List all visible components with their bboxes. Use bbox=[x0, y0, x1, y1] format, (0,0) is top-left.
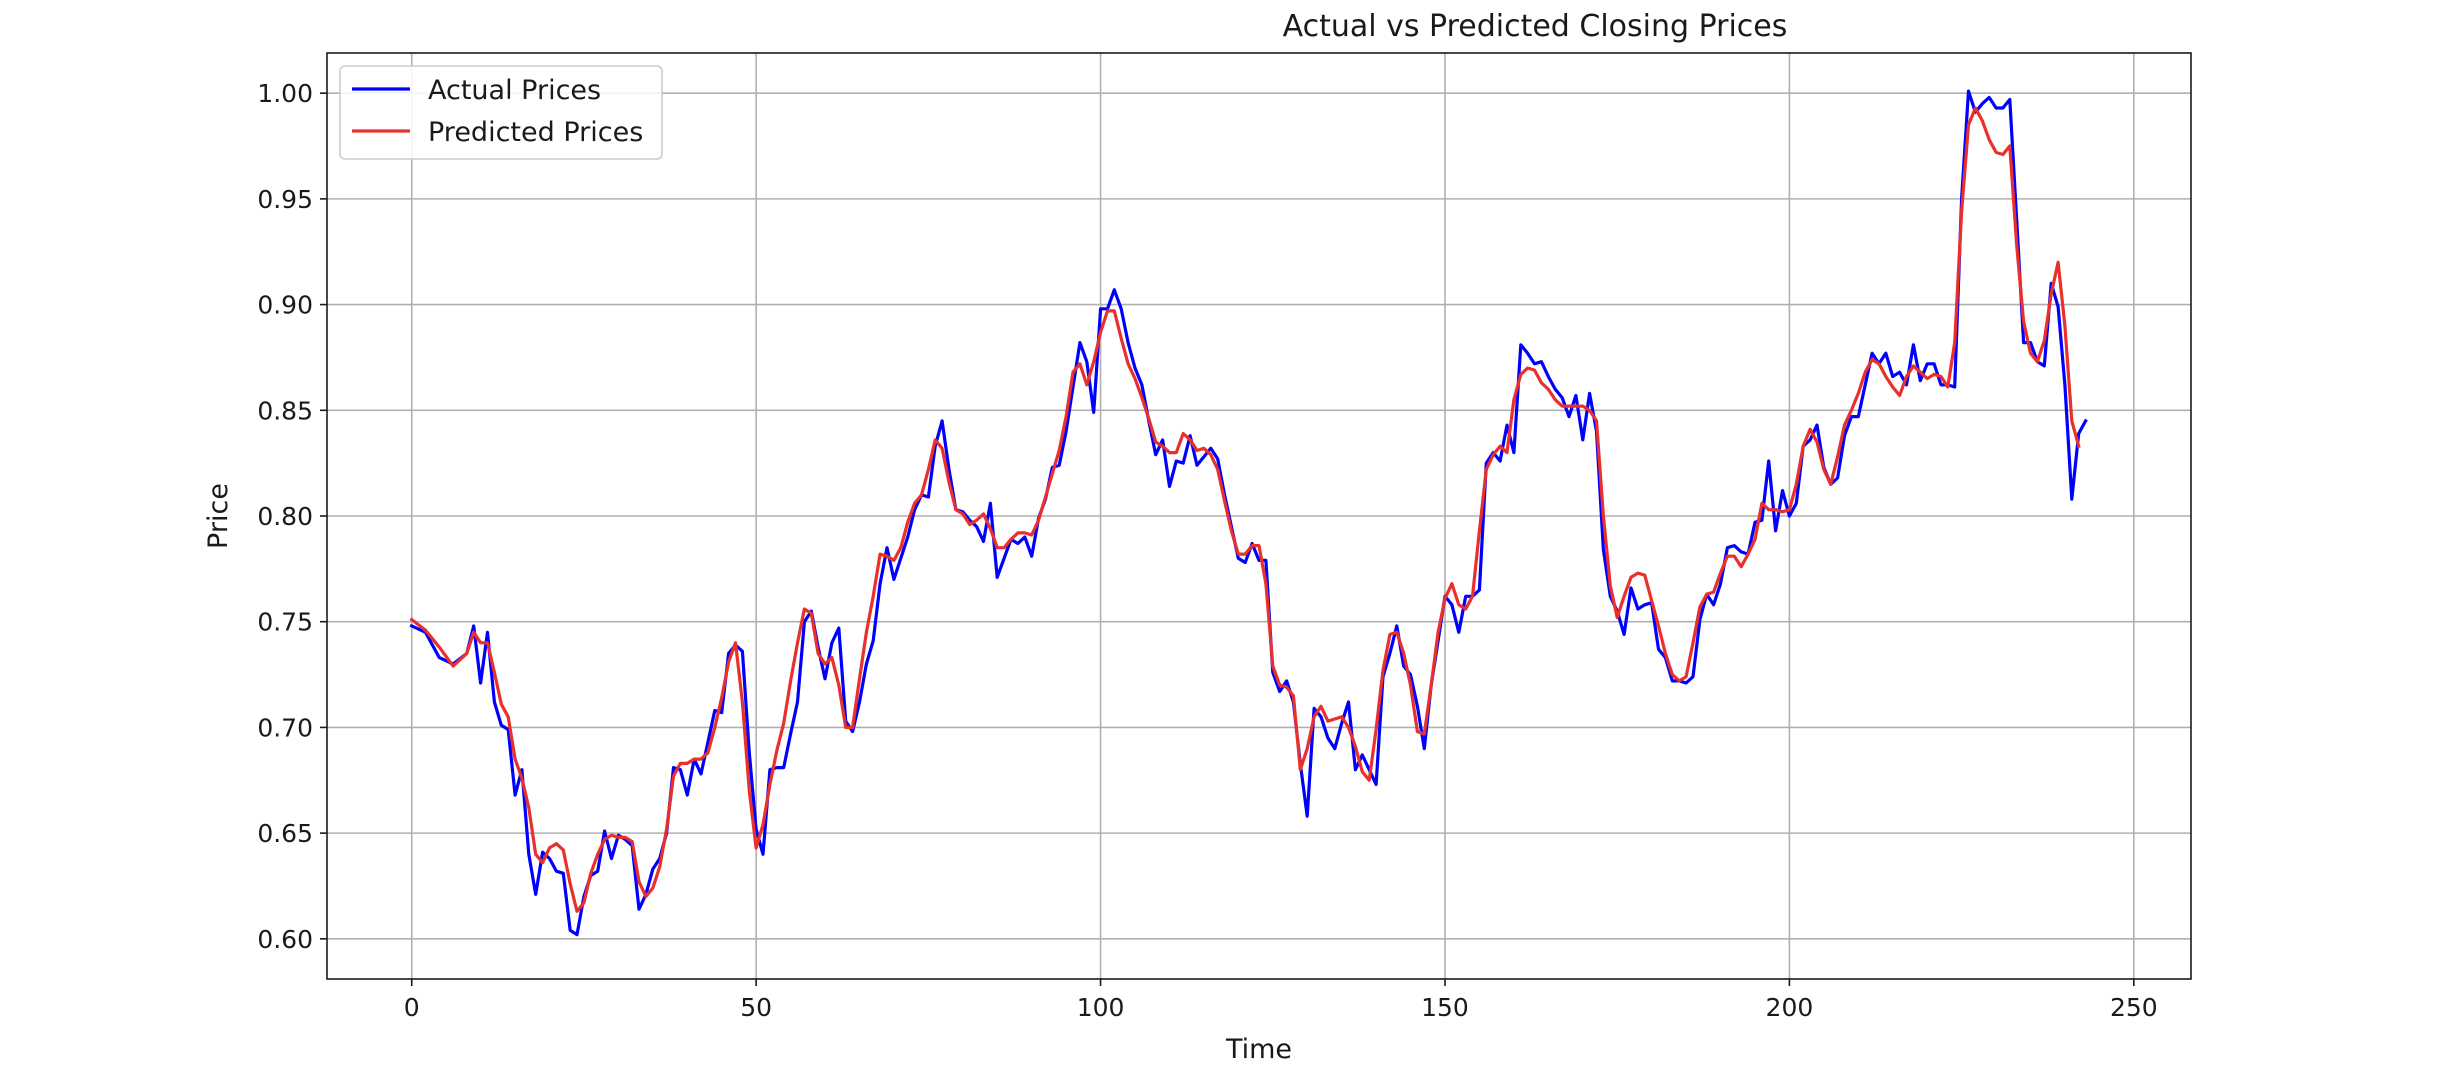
x-tick-label: 250 bbox=[2110, 993, 2158, 1022]
x-axis-label: Time bbox=[1225, 1034, 1292, 1065]
y-tick-label: 0.90 bbox=[257, 291, 313, 320]
series-lines bbox=[409, 89, 2088, 937]
y-tick-label: 0.65 bbox=[257, 819, 313, 848]
y-tick-label: 0.80 bbox=[257, 502, 313, 531]
x-axis-ticks: 0 50 100 150 200 250 bbox=[404, 979, 2158, 1022]
y-axis-label: Price bbox=[203, 483, 234, 549]
predicted-prices-line bbox=[409, 106, 2081, 913]
y-tick-label: 0.85 bbox=[257, 396, 313, 425]
y-tick-label: 0.70 bbox=[257, 713, 313, 742]
y-tick-label: 0.95 bbox=[257, 185, 313, 214]
grid-lines bbox=[327, 53, 2191, 979]
x-tick-label: 50 bbox=[740, 993, 772, 1022]
y-tick-label: 0.75 bbox=[257, 608, 313, 637]
y-tick-label: 1.00 bbox=[257, 79, 313, 108]
legend: Actual Prices Predicted Prices bbox=[339, 65, 663, 160]
x-tick-label: 150 bbox=[1421, 993, 1469, 1022]
legend-label-predicted: Predicted Prices bbox=[428, 117, 643, 148]
chart-title: Actual vs Predicted Closing Prices bbox=[1283, 9, 1788, 44]
x-tick-label: 100 bbox=[1077, 993, 1125, 1022]
y-axis-ticks: 0.60 0.65 0.70 0.75 0.80 0.85 0.90 0.95 1.00 bbox=[257, 79, 327, 954]
y-tick-label: 0.60 bbox=[257, 925, 313, 954]
legend-label-actual: Actual Prices bbox=[428, 75, 601, 106]
x-tick-label: 200 bbox=[1766, 993, 1814, 1022]
x-tick-label: 0 bbox=[404, 993, 420, 1022]
legend-box bbox=[339, 65, 663, 160]
